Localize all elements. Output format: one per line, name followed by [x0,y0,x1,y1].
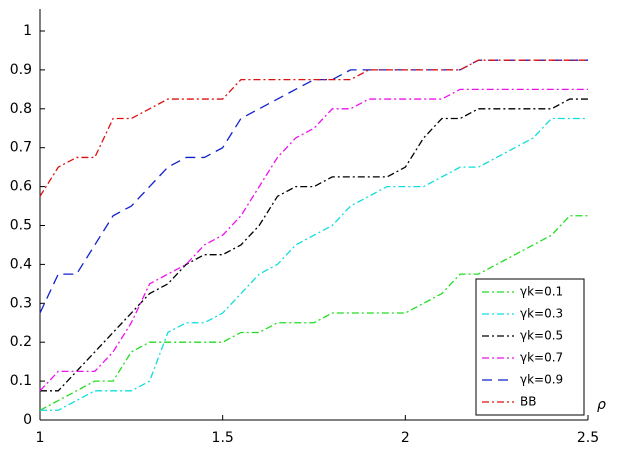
y-tick-label: 0.2 [10,334,32,350]
x-axis-label: ρ [597,397,606,413]
legend-label: BB [520,395,536,409]
y-tick-label: 0.3 [10,295,32,311]
legend-label: γk=0.9 [520,373,563,387]
series-line [39,215,588,411]
series-line [39,88,588,392]
series-line [39,59,588,314]
legend-label: γk=0.3 [520,307,563,321]
y-tick-label: 0.6 [10,179,32,195]
series-line [40,117,588,411]
y-tick-label: 0.4 [10,256,32,272]
y-tick-label: 0 [23,412,32,428]
series-line [39,59,588,197]
x-tick-label: 2 [401,430,410,446]
legend-box [475,278,585,416]
series-line [40,98,588,392]
x-tick-label: 1.5 [212,430,234,446]
x-tick-label: 2.5 [577,430,599,446]
y-tick-label: 0.9 [10,62,32,78]
y-tick-label: 0.8 [10,101,32,117]
legend-label: γk=0.7 [520,351,563,365]
y-tick-label: 0.7 [10,140,32,156]
x-tick-label: 1 [36,430,45,446]
legend: γk=0.1 γk=0.3 γk=0.5 γk=0.7 γk=0.9 BB [475,278,585,416]
y-tick-label: 1 [23,23,32,39]
legend-label: γk=0.5 [520,329,563,343]
legend-label: γk=0.1 [520,285,563,299]
y-tick-label: 0.5 [10,218,32,234]
y-tick-label: 0.1 [10,373,32,389]
